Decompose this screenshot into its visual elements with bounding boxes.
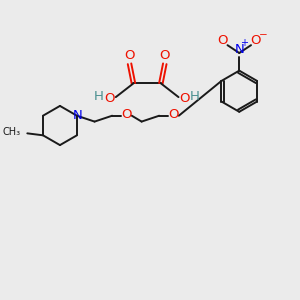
Text: O: O (122, 108, 132, 121)
Text: O: O (179, 92, 190, 105)
Text: O: O (169, 108, 179, 121)
Text: −: − (260, 30, 268, 40)
Text: O: O (160, 50, 170, 62)
Text: O: O (217, 34, 228, 47)
Text: H: H (190, 90, 200, 103)
Text: H: H (94, 90, 104, 103)
Text: N: N (73, 109, 83, 122)
Text: O: O (251, 34, 261, 47)
Text: +: + (240, 38, 248, 48)
Text: N: N (234, 43, 244, 56)
Text: O: O (124, 50, 135, 62)
Text: O: O (105, 92, 115, 105)
Text: CH₃: CH₃ (2, 128, 20, 137)
